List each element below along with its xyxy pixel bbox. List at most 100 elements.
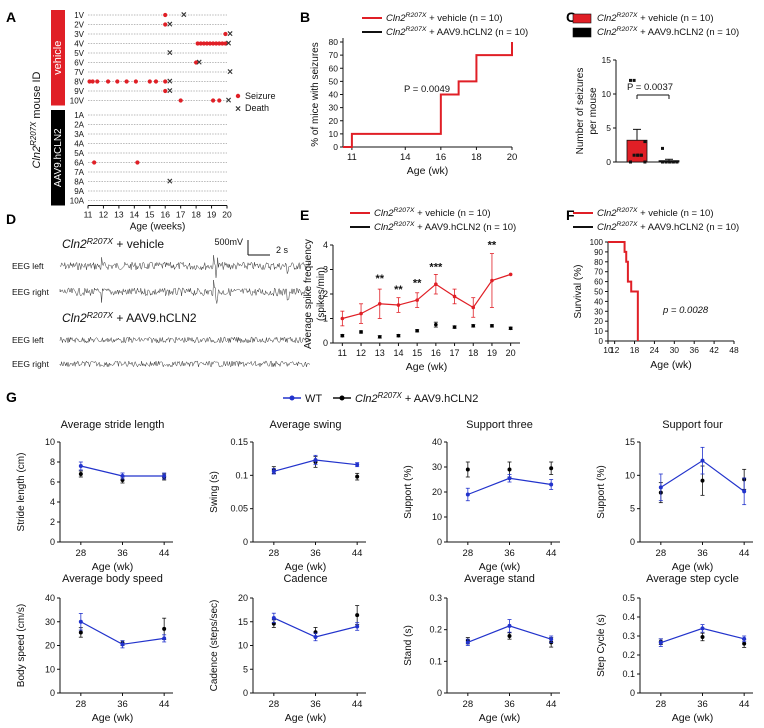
gait-chart-title: Average stand xyxy=(464,573,535,585)
eeg-trace-label: EEG right xyxy=(12,359,49,369)
panel-a-letter: A xyxy=(6,9,16,25)
eeg-trace xyxy=(59,336,310,344)
y-tick-label: 0 xyxy=(437,537,442,547)
x-tick-label: 13 xyxy=(114,210,124,220)
y-tick-label: 0 xyxy=(333,142,338,152)
gait-chart: Support three 0 10 20 30 40 28 36 44 Age (wk) Supp… xyxy=(403,419,560,573)
panel-a-ylabel: Cln2R207X mouse ID xyxy=(29,71,43,168)
significance-marker: ** xyxy=(488,240,497,252)
y-tick-label: 10 xyxy=(238,641,248,651)
death-marker: × xyxy=(167,177,173,188)
significance-marker: ** xyxy=(394,284,403,296)
x-tick-label: 44 xyxy=(739,699,750,710)
death-marker: × xyxy=(181,10,187,21)
gait-chart-title: Average swing xyxy=(270,419,342,431)
panel-d-letter: D xyxy=(6,211,16,227)
seizure-dot xyxy=(201,41,206,46)
panel-e-ylabel-2: (spikes/min) xyxy=(316,267,327,321)
aav-point xyxy=(661,146,664,150)
panel-g-letter: G xyxy=(6,389,17,405)
seizure-dot xyxy=(115,79,120,84)
panel-b-xlabel: Age (wk) xyxy=(407,165,448,177)
seizure-dot xyxy=(92,160,97,165)
y-tick-label: 0.15 xyxy=(230,437,248,447)
vehicle-group-label: vehicle xyxy=(52,41,64,75)
x-tick-label: 48 xyxy=(729,345,739,355)
y-tick-label: 0 xyxy=(243,688,248,698)
aav-group-bar xyxy=(51,110,65,206)
y-tick-label: 0.2 xyxy=(429,625,442,635)
mouse-id-label: 10A xyxy=(70,197,85,206)
y-tick-label: 0.3 xyxy=(622,631,635,641)
data-point-wt xyxy=(78,464,83,468)
y-tick-label: 40 xyxy=(432,437,442,447)
y-tick-label: 10 xyxy=(45,664,55,674)
y-tick-label: 2 xyxy=(323,289,328,299)
x-tick-label: 36 xyxy=(689,345,699,355)
mouse-id-label: 4A xyxy=(74,140,84,149)
death-marker: × xyxy=(227,67,233,78)
panel-e-spike-frequency: Cln2R207X + vehicle (n = 10) Cln2R207X + … xyxy=(303,207,520,373)
mouse-id-label: 10V xyxy=(70,97,85,106)
gait-xlabel: Age (wk) xyxy=(285,561,326,573)
data-point-wt xyxy=(507,623,512,628)
data-point-wt xyxy=(465,640,470,645)
x-tick-label: 28 xyxy=(656,699,667,710)
y-tick-label: 4 xyxy=(323,240,328,250)
y-tick-label: 8 xyxy=(50,457,55,467)
seizure-dot xyxy=(220,41,225,46)
death-marker: × xyxy=(167,20,173,31)
mouse-id-label: 1A xyxy=(74,111,84,120)
y-tick-label: 15 xyxy=(238,617,248,627)
data-point-wt xyxy=(658,485,663,490)
gait-chart: Average body speed 0 10 20 30 40 28 36 44 Age (wk… xyxy=(16,573,173,724)
x-tick-label: 18 xyxy=(468,348,478,358)
gait-ylabel: Support (%) xyxy=(596,465,607,518)
gait-chart-title: Cadence xyxy=(283,573,327,585)
x-tick-label: 19 xyxy=(207,210,217,220)
x-tick-label: 18 xyxy=(191,210,201,220)
panel-c-ylabel: Number of seizures xyxy=(575,68,586,155)
x-tick-label: 16 xyxy=(436,152,447,163)
legend-seizure-label: Seizure xyxy=(245,91,276,101)
x-tick-label: 19 xyxy=(487,348,497,358)
x-tick-label: 20 xyxy=(507,152,518,163)
vehicle-point xyxy=(632,153,636,157)
data-point xyxy=(396,303,401,307)
panel-a-seizure-raster: 1V × 2V × 3V × 4V × 5V × 6V × 7V × 8V × 9V × 10V × 1A2A3A4A5… xyxy=(29,10,276,233)
legend-label: Cln2R207X + AAV9.hCLN2 (n = 10) xyxy=(597,26,739,38)
panel-a-xlabel: Age (weeks) xyxy=(130,222,186,233)
y-tick-label: 20 xyxy=(238,593,248,603)
data-point-aav xyxy=(507,467,512,472)
x-tick-label: 14 xyxy=(130,210,140,220)
mouse-id-label: 5V xyxy=(74,49,84,58)
x-tick-label: 12 xyxy=(610,345,620,355)
mouse-id-label: 3V xyxy=(74,30,84,39)
vehicle-point xyxy=(629,160,632,164)
seizure-dot xyxy=(124,79,129,84)
x-tick-label: 28 xyxy=(269,699,280,710)
gait-chart-title: Average stride length xyxy=(61,419,165,431)
y-tick-label: 30 xyxy=(432,462,442,472)
y-tick-label: 0 xyxy=(50,537,55,547)
x-tick-label: 11 xyxy=(84,210,93,220)
panel-b-pvalue: P = 0.0049 xyxy=(404,84,450,95)
y-tick-label: 6 xyxy=(50,477,55,487)
x-tick-label: 36 xyxy=(310,699,321,710)
gait-xlabel: Age (wk) xyxy=(285,712,326,724)
data-point xyxy=(490,324,494,328)
seizure-dot xyxy=(207,41,213,46)
data-point-aav xyxy=(700,634,705,639)
mouse-id-label: 8V xyxy=(74,78,84,87)
data-point xyxy=(415,328,419,333)
legend-label: Cln2R207X + AAV9.hCLN2 (n = 10) xyxy=(386,26,528,38)
y-tick-label: 0 xyxy=(437,688,442,698)
data-point-wt xyxy=(355,624,360,629)
eeg-vehicle-title: Cln2R207X + vehicle xyxy=(62,236,164,251)
x-tick-label: 44 xyxy=(352,699,363,710)
panel-f-xlabel: Age (wk) xyxy=(650,359,691,371)
y-tick-label: 10 xyxy=(432,512,442,522)
gait-ylabel: Support (%) xyxy=(403,465,414,518)
x-tick-label: 14 xyxy=(400,152,411,163)
seizure-dot xyxy=(214,41,219,46)
